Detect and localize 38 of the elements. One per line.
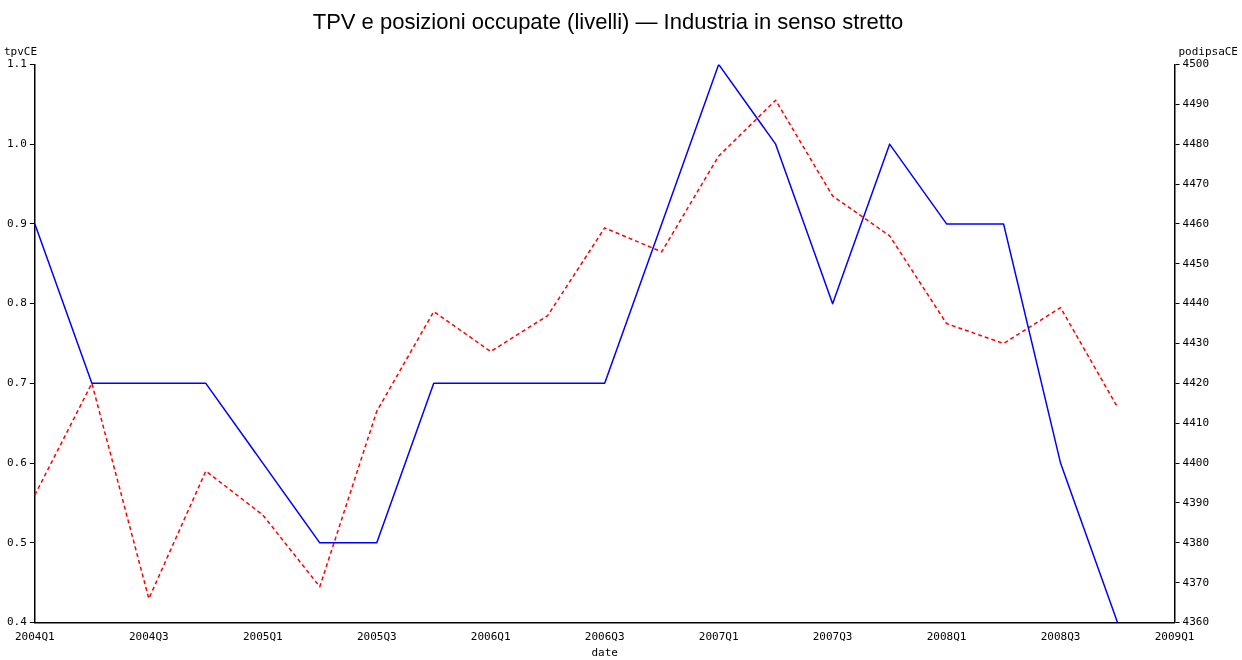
x-tick-label: 2008Q1 [926,630,967,644]
y2-axis-title: podipsaCE [1178,44,1238,58]
x-tick-label: 2005Q3 [356,630,397,644]
y-tick-label: 0.9 [6,216,27,230]
y2-tick-label: 4470 [1182,176,1210,190]
y2-tick-label: 4380 [1182,535,1210,549]
x-tick-label: 2007Q3 [812,630,853,644]
y2-tick-label: 4400 [1182,455,1210,469]
x-tick-label: 2004Q1 [14,630,55,644]
y-tick-label: 1.1 [6,57,27,71]
y2-tick-label: 4360 [1182,615,1210,629]
y2-tick-label: 4390 [1182,495,1210,509]
y2-tick-label: 4440 [1182,296,1210,310]
chart-title: TPV e posizioni occupate (livelli) — Industria in senso stretto [312,9,904,35]
x-tick-label: 2006Q1 [470,630,511,644]
y-tick-label: 0.6 [6,455,27,469]
x-tick-label: 2004Q3 [128,630,169,644]
x-axis-title: date [591,646,618,660]
y2-tick-label: 4370 [1182,575,1210,589]
y-tick-label: 0.4 [6,615,28,629]
y-axis-title: tpvCE [4,44,38,58]
x-tick-label: 2005Q1 [242,630,283,644]
x-tick-label: 2008Q3 [1040,630,1081,644]
x-tick-label: 2009Q1 [1154,630,1195,644]
y-tick-label: 0.7 [6,376,27,390]
y2-tick-label: 4430 [1182,336,1210,350]
y2-tick-label: 4480 [1182,137,1210,150]
y2-tick-label: 4460 [1182,216,1210,230]
y2-tick-label: 4500 [1182,57,1210,71]
y-tick-label: 1.0 [6,137,27,150]
y2-tick-label: 4410 [1182,416,1210,430]
y2-tick-label: 4450 [1182,256,1210,270]
y2-tick-label: 4420 [1182,376,1210,390]
x-tick-label: 2006Q3 [584,630,625,644]
x-tick-label: 2007Q1 [698,630,739,644]
y-tick-label: 0.8 [6,296,27,310]
y-tick-label: 0.5 [6,535,27,549]
y2-tick-label: 4490 [1182,97,1210,111]
